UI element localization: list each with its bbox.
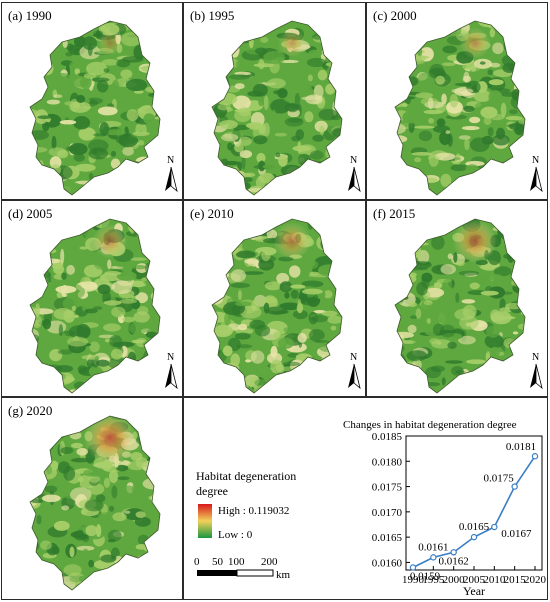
habitat-map: N (211, 20, 361, 196)
x-tick-label: 2000 (443, 574, 466, 586)
data-label: 0.0162 (439, 555, 469, 567)
x-tick-label: 2020 (524, 574, 547, 586)
habitat-map: N (29, 20, 178, 196)
y-tick-label: 0.0160 (372, 557, 403, 569)
data-label: 0.0181 (506, 441, 536, 453)
panel-label: (d) 2005 (8, 206, 53, 221)
degeneration-hotspot (278, 29, 306, 57)
data-point (511, 483, 518, 490)
legend-title: Habitat degeneration (196, 469, 296, 483)
x-tick-label: 2010 (483, 574, 506, 586)
north-arrow-icon: N (530, 352, 543, 390)
map-panel-g: (g) 2020 (1, 397, 183, 600)
north-label: N (532, 155, 539, 166)
degeneration-hotspot (273, 222, 311, 260)
map-panel-e: (e) 2010 N (183, 200, 366, 397)
panel-label: (e) 2010 (190, 206, 234, 221)
scale-bar: 0 50 100 200 km (194, 556, 291, 581)
scale-tick-label: 0 (194, 556, 200, 568)
panel-label: (g) 2020 (8, 403, 53, 418)
map-panel-b: (b) 1995 N (183, 2, 366, 200)
legend-title: degree (196, 484, 228, 498)
habitat-map: N (394, 20, 543, 196)
line-chart: Changes in habitat degeneration degree0.… (343, 419, 547, 598)
chart-title: Changes in habitat degeneration degree (343, 419, 517, 431)
scale-tick-label: 100 (228, 556, 245, 568)
panel-label: (f) 2015 (373, 206, 416, 221)
north-label: N (532, 352, 539, 363)
data-label: 0.0161 (418, 541, 448, 553)
degeneration-hotspot (92, 223, 128, 259)
data-point (430, 554, 437, 561)
legend-high-label: High : 0.119032 (218, 505, 289, 517)
north-arrow-icon: N (348, 155, 361, 193)
legend: Habitat degeneration degree High : 0.119… (194, 469, 296, 581)
habitat-map: N (394, 218, 543, 394)
legend-chart-panel: Habitat degeneration degree High : 0.119… (183, 397, 548, 600)
map-panel-d: (d) 2005 N (1, 200, 183, 397)
data-label: 0.0175 (484, 473, 515, 485)
north-label: N (167, 155, 174, 166)
degeneration-hotspot (459, 27, 491, 59)
y-tick-label: 0.0175 (372, 482, 403, 494)
y-tick-label: 0.0185 (372, 431, 403, 443)
legend-color-ramp (198, 504, 212, 538)
north-label: N (350, 352, 357, 363)
x-tick-label: 2005 (463, 574, 486, 586)
habitat-map: N (29, 218, 178, 394)
data-label: 0.0167 (501, 528, 532, 540)
scale-unit: km (276, 569, 291, 581)
map-panel-c: (c) 2000 N (366, 2, 548, 200)
north-label: N (167, 352, 174, 363)
y-tick-label: 0.0165 (372, 532, 403, 544)
map-panel-a: (a) 1990 N (1, 2, 183, 200)
x-axis-label: Year (463, 584, 485, 598)
panel-label: (a) 1990 (8, 8, 52, 23)
data-point (409, 564, 417, 571)
north-arrow-icon: N (165, 155, 178, 193)
north-label: N (350, 155, 357, 166)
panel-label: (c) 2000 (373, 8, 417, 23)
legend-low-label: Low : 0 (218, 529, 253, 541)
scale-tick-label: 200 (261, 556, 278, 568)
data-point (531, 453, 539, 460)
degeneration-hotspot (84, 416, 136, 464)
y-tick-label: 0.0180 (372, 456, 403, 468)
scale-tick-label: 50 (212, 556, 224, 568)
data-label: 0.0159 (410, 570, 441, 582)
north-arrow-icon: N (165, 352, 178, 390)
north-arrow-icon: N (348, 352, 361, 390)
data-point (491, 523, 498, 531)
degeneration-hotspot (97, 30, 123, 56)
data-label: 0.0165 (459, 521, 490, 533)
degeneration-hotspot (453, 219, 497, 263)
x-tick-label: 1995 (422, 574, 445, 586)
data-point (470, 533, 478, 541)
habitat-map: N (211, 218, 361, 394)
x-tick-label: 1990 (402, 574, 425, 586)
data-point (450, 549, 457, 556)
panel-label: (b) 1995 (190, 8, 235, 23)
y-tick-label: 0.0170 (372, 507, 403, 519)
habitat-map (29, 415, 161, 591)
x-tick-label: 2015 (504, 574, 526, 586)
north-arrow-icon: N (530, 155, 543, 193)
map-panel-f: (f) 2015 N (366, 200, 548, 397)
